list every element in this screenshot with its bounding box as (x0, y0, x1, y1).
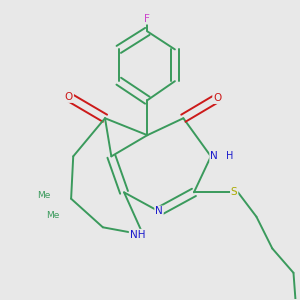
Text: Me: Me (37, 191, 50, 200)
Text: N: N (155, 206, 163, 216)
Text: NH: NH (130, 230, 145, 240)
Text: O: O (213, 93, 221, 103)
Text: Me: Me (46, 211, 60, 220)
Text: O: O (65, 92, 73, 102)
Text: F: F (144, 14, 150, 24)
Text: S: S (231, 188, 238, 197)
Text: N: N (210, 152, 218, 161)
Text: H: H (226, 152, 234, 161)
